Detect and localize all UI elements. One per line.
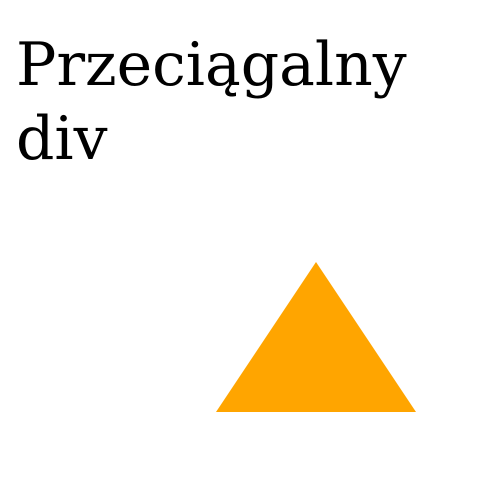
triangle-shape-icon	[216, 262, 416, 412]
draggable-triangle[interactable]	[216, 262, 416, 412]
triangle-shape[interactable]	[216, 262, 416, 412]
page-title: Przeciągalny div	[16, 28, 456, 176]
